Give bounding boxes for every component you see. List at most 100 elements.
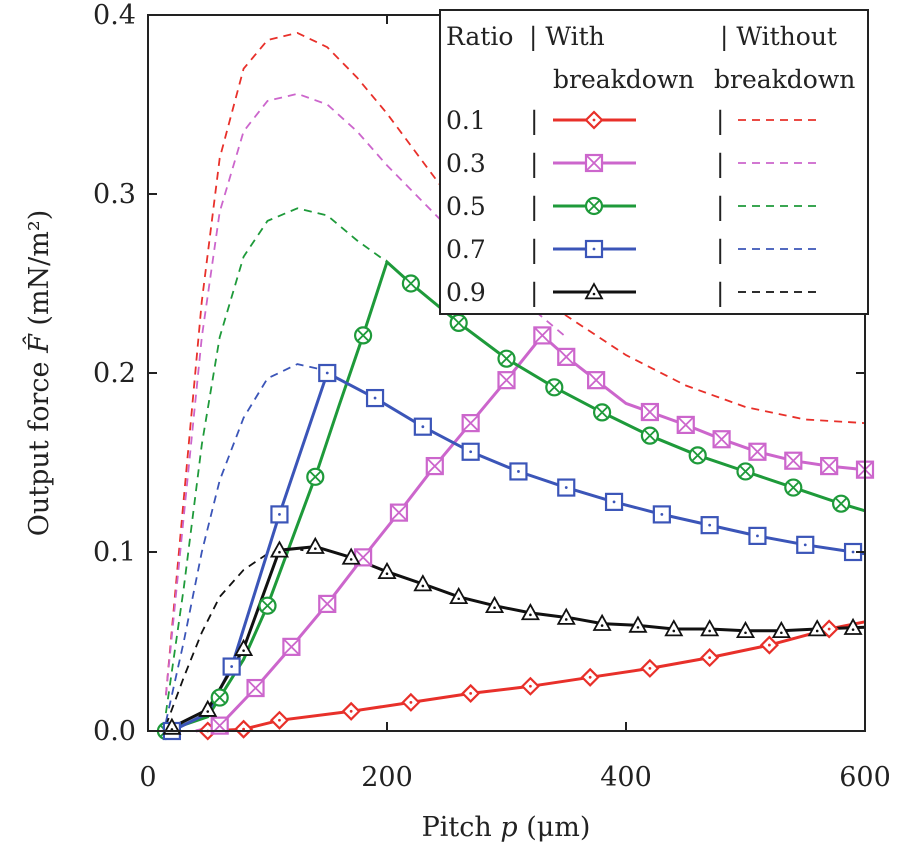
data-point-0.3-7 — [461, 414, 480, 433]
data-point-0.3-8 — [497, 371, 516, 390]
y-tick-label: 0.4 — [93, 0, 136, 31]
data-point-0.9-2 — [234, 638, 254, 656]
legend-separator: | — [530, 106, 538, 136]
legend-row-0.7: 0.7 | | — [446, 235, 820, 265]
data-point-0.7-5 — [413, 417, 432, 436]
series-without-breakdown-0.7 — [165, 363, 322, 723]
legend-marker-0.7 — [584, 239, 604, 259]
y-tick-label: 0.2 — [93, 358, 136, 389]
legend-ratio-label: 0.3 — [446, 149, 486, 178]
data-point-0.5-1 — [210, 688, 229, 707]
x-axis-label: Pitch p (μm) — [422, 812, 591, 843]
y-tick-label: 0.1 — [93, 537, 136, 568]
data-point-0.7-12 — [748, 526, 767, 545]
series-without-breakdown-0.9 — [165, 547, 304, 726]
data-point-0.1-11 — [819, 619, 839, 639]
legend-row-0.9: 0.9 | | — [446, 278, 820, 308]
data-point-0.9-1 — [198, 699, 218, 717]
legend-marker-0.1 — [584, 110, 604, 130]
data-point-0.9-4 — [305, 536, 325, 554]
data-point-0.1-1 — [234, 719, 254, 739]
legend-row-0.3: 0.3 | | — [446, 149, 820, 179]
legend: Ratio | With breakdown | Without breakdo… — [439, 9, 869, 315]
series-layer — [156, 31, 875, 741]
legend-header-without-2: breakdown — [714, 65, 855, 94]
y-tick-label: 0.0 — [93, 716, 136, 747]
x-tick-label: 400 — [600, 762, 652, 793]
y-tick-label: 0.3 — [93, 179, 136, 210]
data-point-0.5-4 — [354, 326, 373, 345]
legend-separator: | — [716, 235, 724, 265]
data-point-0.1-10 — [759, 635, 779, 655]
data-point-0.5-10 — [640, 426, 660, 445]
legend-ratio-label: 0.5 — [446, 192, 486, 221]
data-point-0.9-17 — [771, 620, 791, 639]
data-point-0.3-16 — [784, 451, 803, 470]
data-point-0.9-3 — [269, 540, 289, 558]
ticks-layer: 0 200 400 600 0.0 0.1 0.2 0.3 0.4 — [93, 0, 891, 793]
data-point-0.3-12 — [640, 402, 660, 422]
data-point-0.9-5 — [341, 547, 361, 565]
data-point-0.7-8 — [557, 478, 576, 497]
data-point-0.9-15 — [700, 619, 720, 637]
legend-row-0.5: 0.5 | | — [446, 192, 820, 222]
data-point-0.1-8 — [640, 658, 660, 678]
data-point-0.3-11 — [587, 371, 606, 390]
data-point-0.3-0 — [210, 716, 229, 735]
data-point-0.9-8 — [449, 586, 469, 605]
data-point-0.3-5 — [389, 503, 409, 522]
data-point-0.3-10 — [557, 347, 576, 366]
data-point-0.1-6 — [520, 676, 540, 696]
data-point-0.3-6 — [425, 456, 444, 476]
data-point-0.1-9 — [700, 648, 720, 668]
series-without-breakdown-0.1 — [165, 31, 866, 696]
legend-marker-0.3 — [584, 153, 604, 173]
legend-header-ratio: Ratio — [446, 22, 513, 51]
data-point-0.5-9 — [592, 403, 612, 422]
data-point-0.1-2 — [269, 710, 290, 730]
data-point-0.9-7 — [413, 574, 433, 592]
legend-separator: | — [530, 278, 538, 308]
data-point-0.3-1 — [246, 678, 265, 698]
legend-header-with: | With — [529, 22, 605, 52]
data-point-0.1-3 — [341, 701, 361, 721]
data-point-0.9-12 — [592, 613, 612, 631]
data-point-0.7-9 — [604, 492, 624, 511]
data-point-0.7-2 — [270, 505, 289, 524]
data-point-0.9-10 — [520, 603, 540, 621]
data-point-0.5-7 — [497, 349, 516, 368]
series-with-breakdown-0.1 — [207, 620, 866, 733]
data-point-0.7-3 — [318, 363, 337, 383]
legend-header-with-2: breakdown — [553, 65, 694, 94]
data-point-0.7-4 — [365, 388, 385, 408]
data-point-0.7-1 — [222, 657, 241, 676]
data-point-0.5-11 — [688, 446, 707, 465]
data-point-0.5-3 — [306, 467, 325, 486]
data-point-0.9-19 — [843, 617, 863, 635]
legend-separator: | — [530, 192, 538, 222]
data-point-0.5-8 — [545, 378, 564, 397]
data-point-0.9-11 — [556, 607, 576, 625]
legend-header-without: | Without — [720, 22, 837, 52]
legend-row-0.1: 0.1 | | — [446, 106, 820, 136]
data-point-0.3-2 — [282, 637, 301, 656]
legend-marker-0.5 — [584, 196, 604, 216]
legend-ratio-label: 0.7 — [446, 235, 486, 264]
legend-separator: | — [716, 192, 724, 222]
legend-separator: | — [716, 278, 724, 308]
legend-rows: 0.1 | | 0.3 | | 0.5 | | 0.7 | | 0.9 | | — [446, 106, 820, 308]
data-point-0.7-13 — [796, 535, 815, 554]
data-point-0.1-4 — [401, 692, 421, 712]
data-point-0.3-4 — [354, 548, 373, 567]
data-point-0.7-11 — [700, 516, 719, 535]
legend-separator: | — [530, 149, 538, 179]
legend-ratio-label: 0.9 — [446, 278, 486, 307]
x-tick-label: 200 — [361, 762, 413, 793]
data-point-0.7-6 — [461, 442, 480, 461]
data-point-0.1-5 — [461, 683, 481, 703]
data-point-0.9-18 — [807, 619, 827, 637]
data-point-0.3-9 — [533, 326, 552, 345]
series-without-breakdown-0.5 — [165, 207, 388, 714]
data-point-0.3-17 — [820, 456, 839, 476]
